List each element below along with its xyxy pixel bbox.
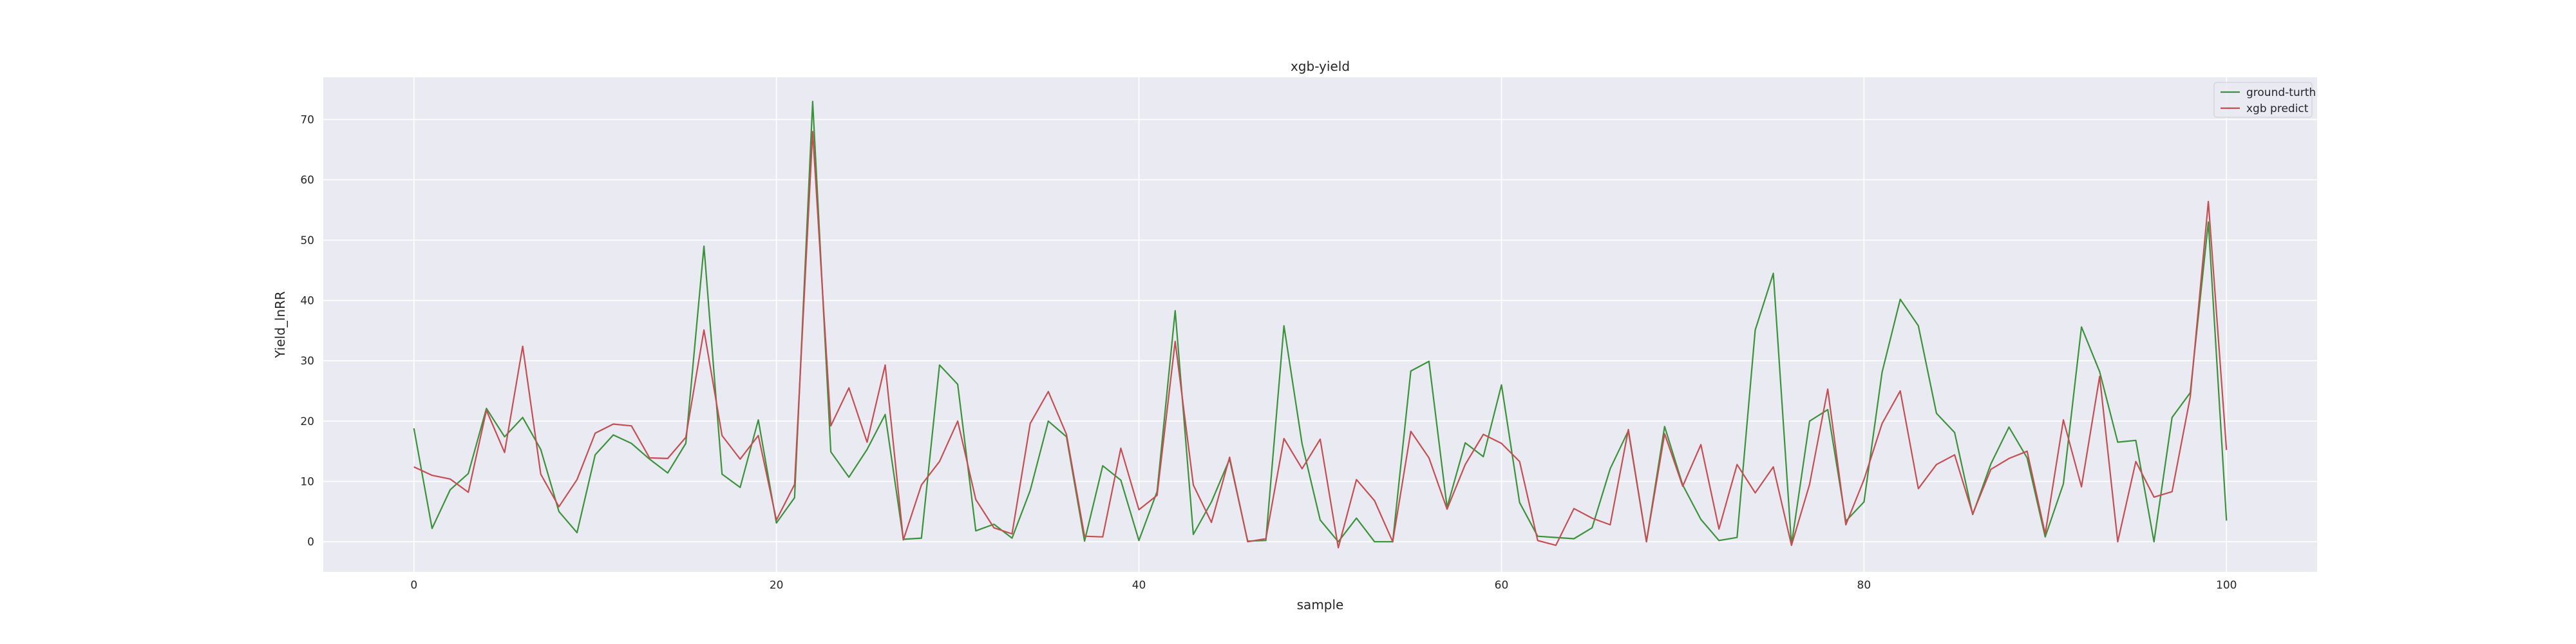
- y-tick-label: 30: [300, 355, 314, 368]
- x-tick-label: 40: [1132, 579, 1146, 592]
- legend-label-xgb-predict: xgb predict: [2246, 102, 2309, 115]
- x-tick-label: 100: [2216, 579, 2237, 592]
- x-tick-label: 60: [1495, 579, 1509, 592]
- y-tick-label: 20: [300, 415, 314, 428]
- plot-area: [323, 77, 2317, 572]
- y-axis-label: Yield_lnRR: [272, 291, 288, 359]
- y-tick-label: 70: [300, 114, 314, 127]
- y-axis-ticks: 0 10 20 30 40 50 60 70: [300, 114, 314, 549]
- x-tick-label: 80: [1857, 579, 1871, 592]
- y-tick-label: 60: [300, 174, 314, 187]
- chart-title: xgb-yield: [1291, 59, 1350, 74]
- y-tick-label: 0: [307, 536, 314, 549]
- y-tick-label: 10: [300, 476, 314, 489]
- series-lines: [413, 100, 2228, 549]
- x-axis-label: sample: [1297, 597, 1344, 612]
- x-tick-label: 20: [770, 579, 784, 592]
- legend-label-ground-turth: ground-turth: [2246, 86, 2316, 99]
- legend: ground-turth xgb predict: [2213, 82, 2316, 118]
- y-tick-label: 50: [300, 234, 314, 247]
- series-line-xgb-predict: [413, 131, 2228, 549]
- grid: [323, 77, 2317, 572]
- x-axis-ticks: 0 20 40 60 80 100: [410, 579, 2237, 592]
- y-tick-label: 40: [300, 295, 314, 308]
- x-tick-label: 0: [410, 579, 417, 592]
